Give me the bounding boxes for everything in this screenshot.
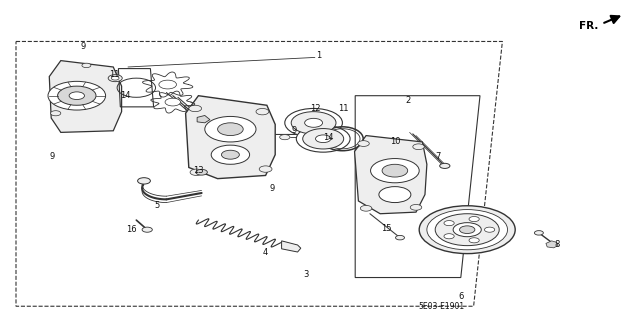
Text: 12: 12 — [310, 104, 320, 113]
Circle shape — [435, 214, 499, 246]
Circle shape — [189, 105, 202, 112]
Text: 14: 14 — [323, 133, 333, 142]
Circle shape — [469, 238, 479, 243]
Circle shape — [460, 226, 475, 234]
Circle shape — [396, 235, 404, 240]
Circle shape — [205, 116, 256, 142]
Circle shape — [138, 178, 150, 184]
Circle shape — [285, 108, 342, 137]
Text: 14: 14 — [120, 91, 131, 100]
Text: 9: 9 — [81, 42, 86, 51]
Circle shape — [413, 144, 424, 150]
Circle shape — [382, 164, 408, 177]
Circle shape — [360, 205, 372, 211]
Circle shape — [51, 111, 61, 116]
Polygon shape — [186, 96, 275, 179]
Text: 8: 8 — [554, 240, 559, 249]
Circle shape — [305, 118, 323, 127]
Text: 9: 9 — [292, 126, 297, 135]
Text: 3: 3 — [303, 270, 308, 279]
Circle shape — [371, 159, 419, 183]
Circle shape — [165, 98, 180, 106]
Circle shape — [259, 166, 272, 172]
Circle shape — [419, 206, 515, 254]
Circle shape — [159, 80, 177, 89]
Circle shape — [440, 163, 450, 168]
Circle shape — [303, 129, 344, 149]
Circle shape — [379, 187, 411, 203]
Circle shape — [211, 145, 250, 164]
Text: 5E03-E1901: 5E03-E1901 — [419, 302, 465, 311]
Circle shape — [108, 75, 122, 82]
Circle shape — [221, 150, 239, 159]
Circle shape — [427, 210, 508, 250]
Circle shape — [358, 141, 369, 146]
Polygon shape — [49, 61, 122, 132]
Circle shape — [410, 204, 422, 210]
Text: 2: 2 — [406, 96, 411, 105]
Text: 13: 13 — [193, 166, 204, 175]
Text: 15: 15 — [381, 224, 391, 233]
Text: 9: 9 — [269, 184, 275, 193]
Circle shape — [69, 92, 84, 100]
Circle shape — [58, 86, 96, 105]
Circle shape — [142, 227, 152, 232]
Polygon shape — [546, 241, 558, 248]
Circle shape — [444, 220, 454, 226]
Circle shape — [469, 217, 479, 222]
Circle shape — [196, 169, 207, 175]
Circle shape — [280, 135, 290, 140]
Circle shape — [444, 234, 454, 239]
Text: 6: 6 — [458, 292, 463, 301]
Text: 1: 1 — [316, 51, 321, 60]
Text: 10: 10 — [390, 137, 401, 146]
Polygon shape — [197, 115, 210, 123]
Circle shape — [256, 108, 269, 115]
Polygon shape — [355, 136, 427, 214]
Circle shape — [291, 112, 336, 134]
Text: 7: 7 — [436, 152, 441, 161]
Text: FR.: FR. — [579, 21, 598, 31]
Circle shape — [111, 76, 119, 80]
Circle shape — [316, 135, 331, 143]
Circle shape — [190, 169, 203, 175]
Text: 4: 4 — [263, 248, 268, 256]
Text: 11: 11 — [339, 104, 349, 113]
Text: 5: 5 — [154, 201, 159, 210]
Circle shape — [484, 227, 495, 232]
Circle shape — [453, 223, 481, 237]
Circle shape — [534, 231, 543, 235]
Circle shape — [82, 63, 91, 68]
Circle shape — [48, 81, 106, 110]
Text: 16: 16 — [127, 225, 137, 234]
Text: 9: 9 — [50, 152, 55, 161]
Circle shape — [218, 123, 243, 136]
Circle shape — [296, 125, 350, 152]
Text: 11: 11 — [109, 70, 119, 79]
Polygon shape — [282, 241, 301, 252]
